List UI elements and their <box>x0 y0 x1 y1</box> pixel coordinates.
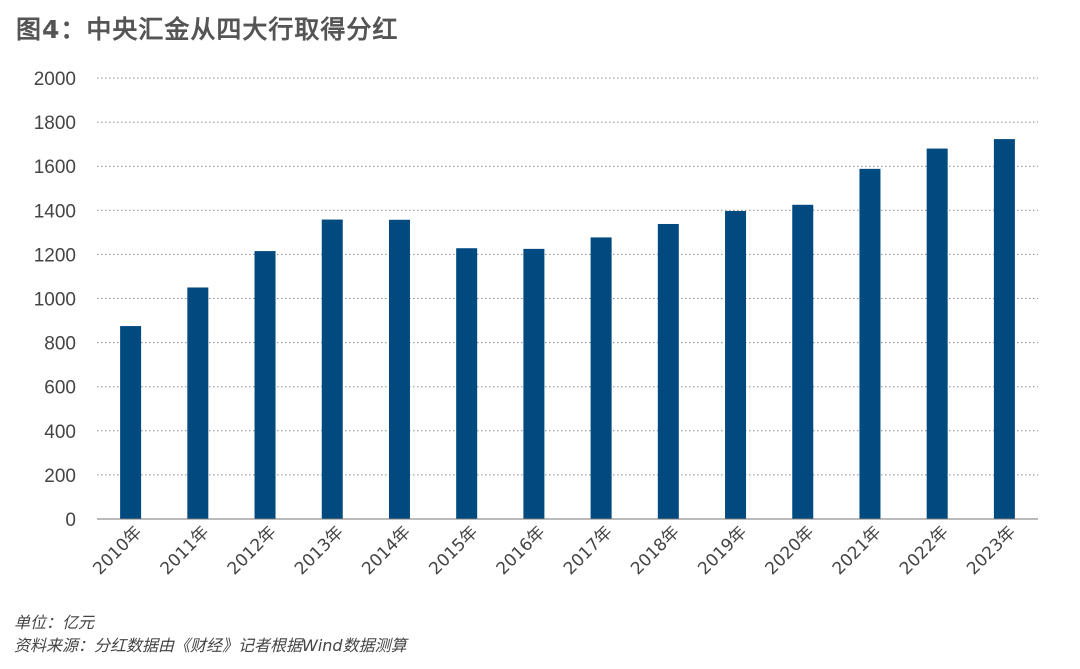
chart-notes: 单位：亿元 资料来源：分红数据由《财经》记者根据Wind数据测算 <box>14 611 407 657</box>
bar <box>859 168 881 519</box>
bar <box>456 248 478 519</box>
y-tick-label: 1200 <box>34 245 76 266</box>
y-tick-label: 200 <box>44 466 76 487</box>
y-tick-label: 400 <box>44 422 76 443</box>
x-tick-label: 2013年 <box>291 522 348 579</box>
x-tick-label: 2019年 <box>694 522 751 579</box>
x-tick-label: 2015年 <box>425 522 482 579</box>
unit-note: 单位：亿元 <box>14 613 95 632</box>
bar <box>120 326 142 519</box>
x-tick-label: 2017年 <box>560 522 617 579</box>
y-tick-label: 1800 <box>34 113 76 134</box>
x-tick-label: 2021年 <box>829 522 886 579</box>
x-tick-label: 2011年 <box>157 522 214 579</box>
bar <box>187 287 209 519</box>
y-tick-label: 600 <box>44 378 76 399</box>
y-tick-label: 0 <box>65 510 76 531</box>
y-tick-label: 1400 <box>34 201 76 222</box>
x-tick-label: 2018年 <box>627 522 684 579</box>
bar <box>792 204 814 519</box>
bars <box>120 139 1015 520</box>
bar <box>388 219 410 519</box>
bar <box>725 210 747 520</box>
y-tick-label: 1600 <box>34 157 76 178</box>
bar <box>590 237 612 519</box>
x-tick-label: 2023年 <box>963 522 1020 579</box>
bar <box>254 251 276 519</box>
source-note: 资料来源：分红数据由《财经》记者根据Wind数据测算 <box>14 636 407 655</box>
x-tick-label: 2012年 <box>224 522 281 579</box>
gridlines <box>97 77 1038 476</box>
x-axis-ticks: 2010年 2011年 2012年 2013年 2014年 2015年 2016年 2017年… <box>89 522 1020 579</box>
x-tick-label: 2020年 <box>762 522 819 579</box>
y-tick-label: 1000 <box>34 290 76 311</box>
chart-title: 图4：中央汇金从四大行取得分红 <box>16 15 399 44</box>
bar <box>657 223 679 519</box>
y-tick-label: 2000 <box>34 69 76 90</box>
y-tick-label: 800 <box>44 334 76 355</box>
bar <box>321 219 343 519</box>
bar <box>926 148 948 519</box>
x-tick-label: 2022年 <box>896 522 953 579</box>
bar <box>993 139 1015 520</box>
y-axis-ticks: 0 200 400 600 800 1000 1200 1400 1600 1800 2000 <box>34 69 76 531</box>
x-tick-label: 2016年 <box>493 522 550 579</box>
x-tick-label: 2014年 <box>358 522 415 579</box>
x-tick-label: 2010年 <box>89 522 146 579</box>
bar <box>523 248 545 519</box>
